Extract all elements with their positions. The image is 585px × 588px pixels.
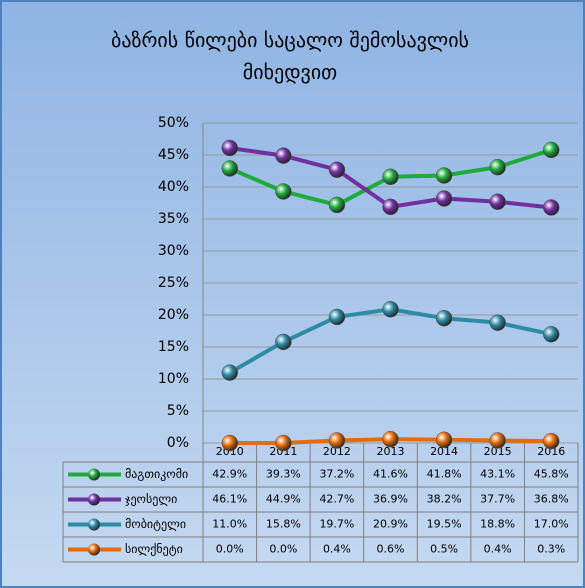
point — [328, 308, 346, 326]
y-tick-label: 5% — [167, 403, 189, 419]
x-tick-label: 2010 — [216, 445, 244, 458]
point — [275, 434, 292, 452]
x-tick-label: 2012 — [323, 445, 351, 458]
point — [435, 167, 453, 184]
y-tick-label: 40% — [158, 179, 189, 195]
table-value: 41.8% — [427, 468, 462, 481]
legend-marker — [88, 468, 100, 481]
table-value: 45.8% — [534, 468, 569, 481]
point — [328, 161, 346, 178]
chart-title: ბაზრის წილები საცალო შემოსავლის მიხედვით — [111, 28, 469, 84]
point — [435, 190, 453, 207]
point — [542, 141, 560, 159]
table-value: 46.1% — [212, 493, 247, 506]
point — [542, 432, 560, 450]
y-tick-label: 25% — [158, 275, 189, 291]
table-value: 44.9% — [266, 493, 301, 506]
y-tick-label: 15% — [158, 339, 189, 355]
table-value: 18.8% — [480, 518, 515, 531]
x-tick-label: 2011 — [269, 445, 297, 458]
y-tick-label: 35% — [158, 211, 189, 227]
y-tick-label: 45% — [158, 147, 189, 163]
x-tick-label: 2016 — [537, 445, 565, 458]
point — [328, 432, 346, 449]
legend-label: მობიტელი — [125, 517, 186, 531]
point — [221, 139, 239, 157]
table-value: 15.8% — [266, 518, 301, 531]
point — [221, 160, 239, 177]
table-value: 37.2% — [319, 468, 354, 481]
table-value: 0.0% — [216, 543, 244, 556]
table-value: 20.9% — [373, 518, 408, 531]
x-tick-label: 2015 — [484, 445, 512, 458]
point — [382, 300, 399, 318]
table-value: 37.7% — [480, 493, 515, 506]
point — [489, 193, 506, 210]
table-value: 41.6% — [373, 468, 408, 481]
table-value: 0.5% — [430, 543, 458, 556]
point — [435, 431, 453, 449]
legend-marker — [88, 518, 100, 531]
table-value: 0.4% — [323, 543, 351, 556]
point — [221, 364, 239, 381]
table-value: 39.3% — [266, 468, 301, 481]
table-value: 19.5% — [427, 518, 462, 531]
table-value: 11.0% — [212, 518, 247, 531]
point — [489, 158, 506, 176]
legend-label: ჯეოსელი — [125, 492, 177, 506]
y-tick-label: 10% — [158, 371, 189, 387]
y-tick-label: 0% — [167, 435, 189, 451]
y-tick-label: 50% — [158, 115, 189, 131]
table-value: 17.0% — [534, 518, 569, 531]
table-value: 42.7% — [319, 493, 354, 506]
table-value: 0.4% — [484, 543, 512, 556]
point — [542, 199, 560, 216]
table-value: 38.2% — [427, 493, 462, 506]
point — [328, 196, 346, 214]
table-value: 36.9% — [373, 493, 408, 506]
table-value: 0.0% — [269, 543, 297, 556]
x-tick-label: 2013 — [377, 445, 405, 458]
table-value: 0.6% — [377, 543, 405, 556]
table-value: 36.8% — [534, 493, 569, 506]
legend-label: მაგთიკომი — [125, 467, 188, 481]
table-value: 19.7% — [319, 518, 354, 531]
point — [221, 434, 239, 452]
point — [275, 183, 292, 200]
point — [489, 314, 506, 331]
table-value: 42.9% — [212, 468, 247, 481]
table-value: 0.3% — [537, 543, 565, 556]
table-value: 43.1% — [480, 468, 515, 481]
point — [382, 430, 399, 448]
point — [489, 432, 506, 449]
legend-marker — [88, 543, 100, 556]
x-tick-label: 2014 — [430, 445, 458, 458]
y-tick-label: 30% — [158, 243, 189, 259]
point — [382, 168, 399, 186]
point — [382, 198, 399, 216]
point — [275, 147, 292, 164]
point — [435, 309, 453, 327]
point — [542, 325, 560, 343]
y-tick-label: 20% — [158, 307, 189, 323]
legend-label: სილქნეტი — [125, 542, 183, 556]
legend-marker — [88, 493, 100, 506]
point — [275, 333, 292, 351]
